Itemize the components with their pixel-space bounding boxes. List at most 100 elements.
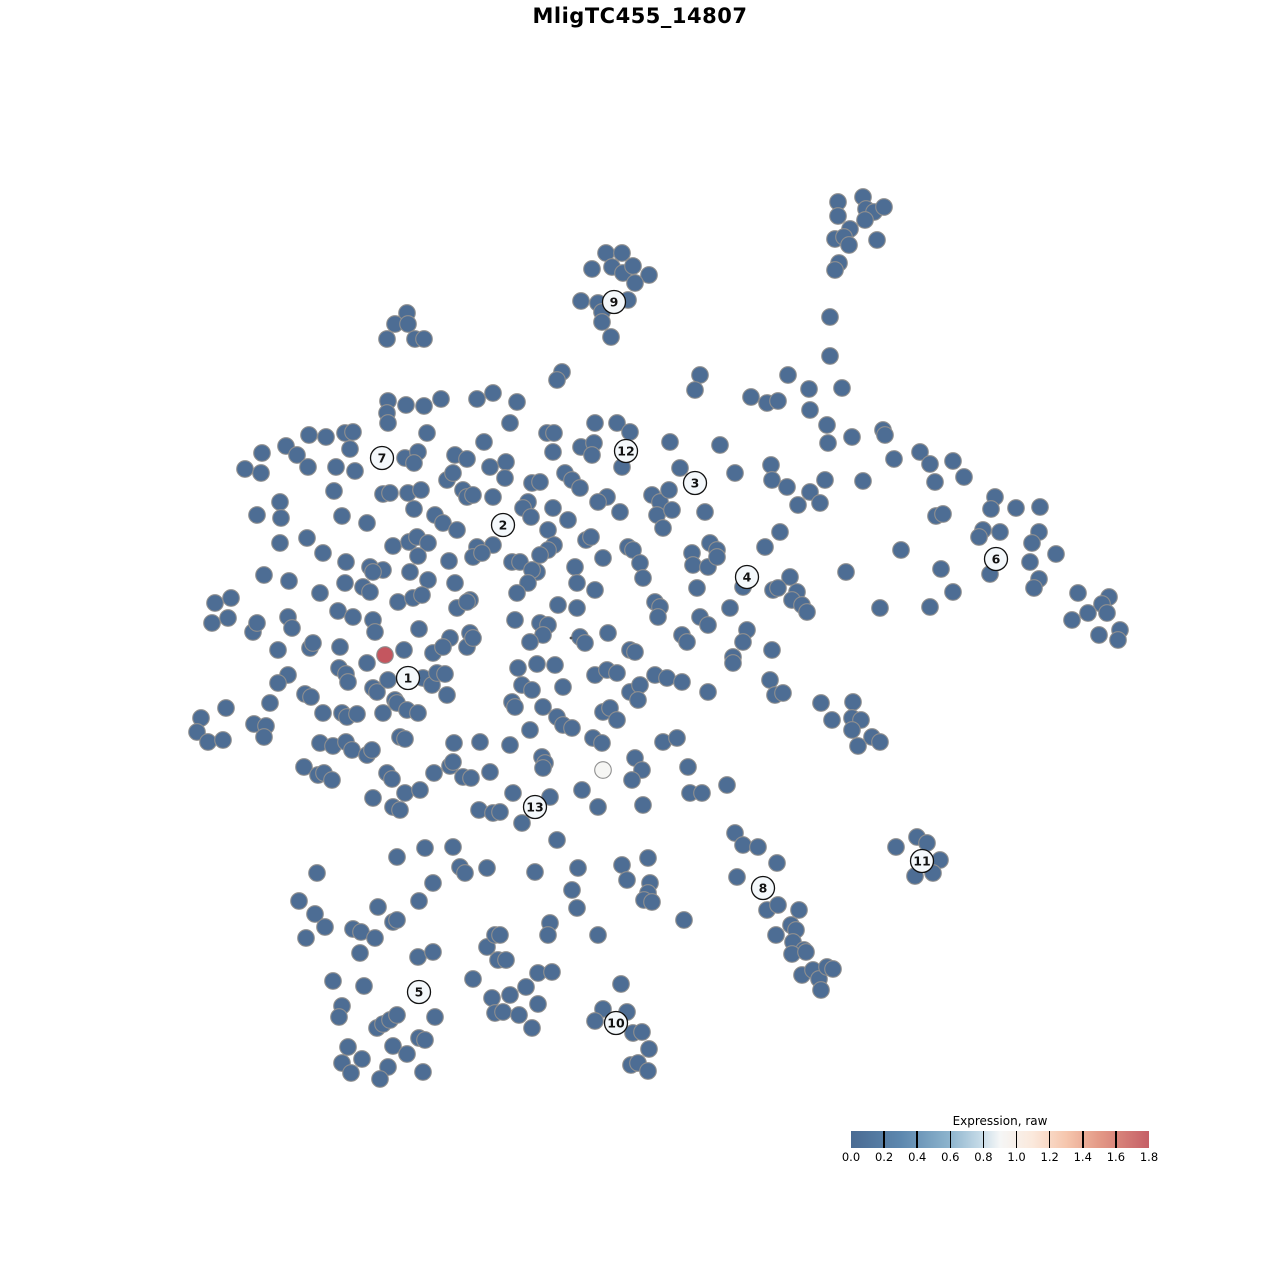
plot-title: MligTC455_14807	[532, 4, 748, 28]
data-point	[508, 584, 526, 602]
data-point	[206, 594, 224, 612]
data-point	[811, 494, 829, 512]
data-point	[379, 671, 397, 689]
data-point	[586, 414, 604, 432]
data-point	[944, 583, 962, 601]
data-point	[876, 426, 894, 444]
data-point	[521, 633, 539, 651]
cluster-label-circle	[490, 512, 516, 538]
data-point	[594, 549, 612, 567]
data-point	[329, 602, 347, 620]
data-point	[563, 881, 581, 899]
data-point	[586, 1012, 604, 1030]
data-point	[344, 608, 362, 626]
data-point	[573, 781, 591, 799]
data-point	[982, 500, 1000, 518]
cluster-label-text: 4	[743, 570, 752, 585]
data-point	[438, 686, 456, 704]
data-point	[342, 1064, 360, 1082]
cluster-label-text: 13	[526, 800, 543, 815]
data-point	[568, 599, 586, 617]
data-point	[341, 440, 359, 458]
data-point	[424, 943, 442, 961]
data-point	[926, 473, 944, 491]
data-point	[381, 484, 399, 502]
data-point	[371, 1070, 389, 1088]
data-point	[640, 1040, 658, 1058]
data-point	[508, 393, 526, 411]
data-point	[368, 683, 386, 701]
data-point	[396, 730, 414, 748]
data-point	[673, 673, 691, 691]
legend-tick	[1015, 1131, 1018, 1148]
data-point	[554, 678, 572, 696]
data-point	[295, 758, 313, 776]
data-point	[678, 633, 696, 651]
data-point	[366, 623, 384, 641]
data-point	[548, 371, 566, 389]
data-point	[432, 390, 450, 408]
cluster-label-circle	[369, 445, 395, 471]
data-point	[531, 546, 549, 564]
data-point	[569, 859, 587, 877]
data-point	[222, 589, 240, 607]
data-point	[497, 453, 515, 471]
data-point	[413, 586, 431, 604]
data-point	[475, 433, 493, 451]
data-point	[325, 482, 343, 500]
cluster-label-text: 6	[992, 552, 1001, 567]
data-point	[415, 397, 433, 415]
data-point	[255, 728, 273, 746]
cluster-label: 9	[601, 289, 627, 315]
data-point	[779, 366, 797, 384]
data-point	[718, 776, 736, 794]
data-point	[271, 534, 289, 552]
data-point	[464, 486, 482, 504]
data-point	[829, 207, 847, 225]
data-point	[219, 609, 237, 627]
data-point	[612, 975, 630, 993]
data-point	[837, 563, 855, 581]
data-point	[426, 1008, 444, 1026]
data-point	[308, 864, 326, 882]
data-point	[789, 496, 807, 514]
legend-colorbar	[851, 1131, 1149, 1148]
data-point	[643, 893, 661, 911]
data-point	[911, 443, 929, 461]
data-point	[543, 963, 561, 981]
data-point	[658, 669, 676, 687]
data-point	[571, 479, 589, 497]
data-point	[611, 503, 629, 521]
data-point	[462, 769, 480, 787]
cluster-label-text: 3	[691, 476, 700, 491]
data-point	[726, 464, 744, 482]
data-point	[317, 428, 335, 446]
data-point	[1079, 604, 1097, 622]
cluster-label: 13	[522, 794, 548, 820]
data-point	[854, 472, 872, 490]
data-point	[818, 416, 836, 434]
cluster-label-text: 1	[404, 671, 413, 686]
cluster-label: 1	[395, 665, 421, 691]
data-point	[316, 918, 334, 936]
data-point	[675, 911, 693, 929]
data-point	[887, 838, 905, 856]
data-point	[388, 1006, 406, 1024]
data-point	[613, 244, 631, 262]
data-point	[297, 929, 315, 947]
cluster-label-circle	[522, 794, 548, 820]
data-point	[471, 733, 489, 751]
data-point	[395, 641, 413, 659]
data-point	[631, 554, 649, 572]
data-point	[566, 558, 584, 576]
cluster-label: 4	[734, 564, 760, 590]
data-point	[398, 1045, 416, 1063]
data-point	[699, 616, 717, 634]
data-point	[519, 574, 537, 592]
cluster-label-circle	[983, 546, 1009, 572]
data-point	[199, 733, 217, 751]
data-point	[749, 838, 767, 856]
data-point	[464, 970, 482, 988]
data-point	[763, 471, 781, 489]
